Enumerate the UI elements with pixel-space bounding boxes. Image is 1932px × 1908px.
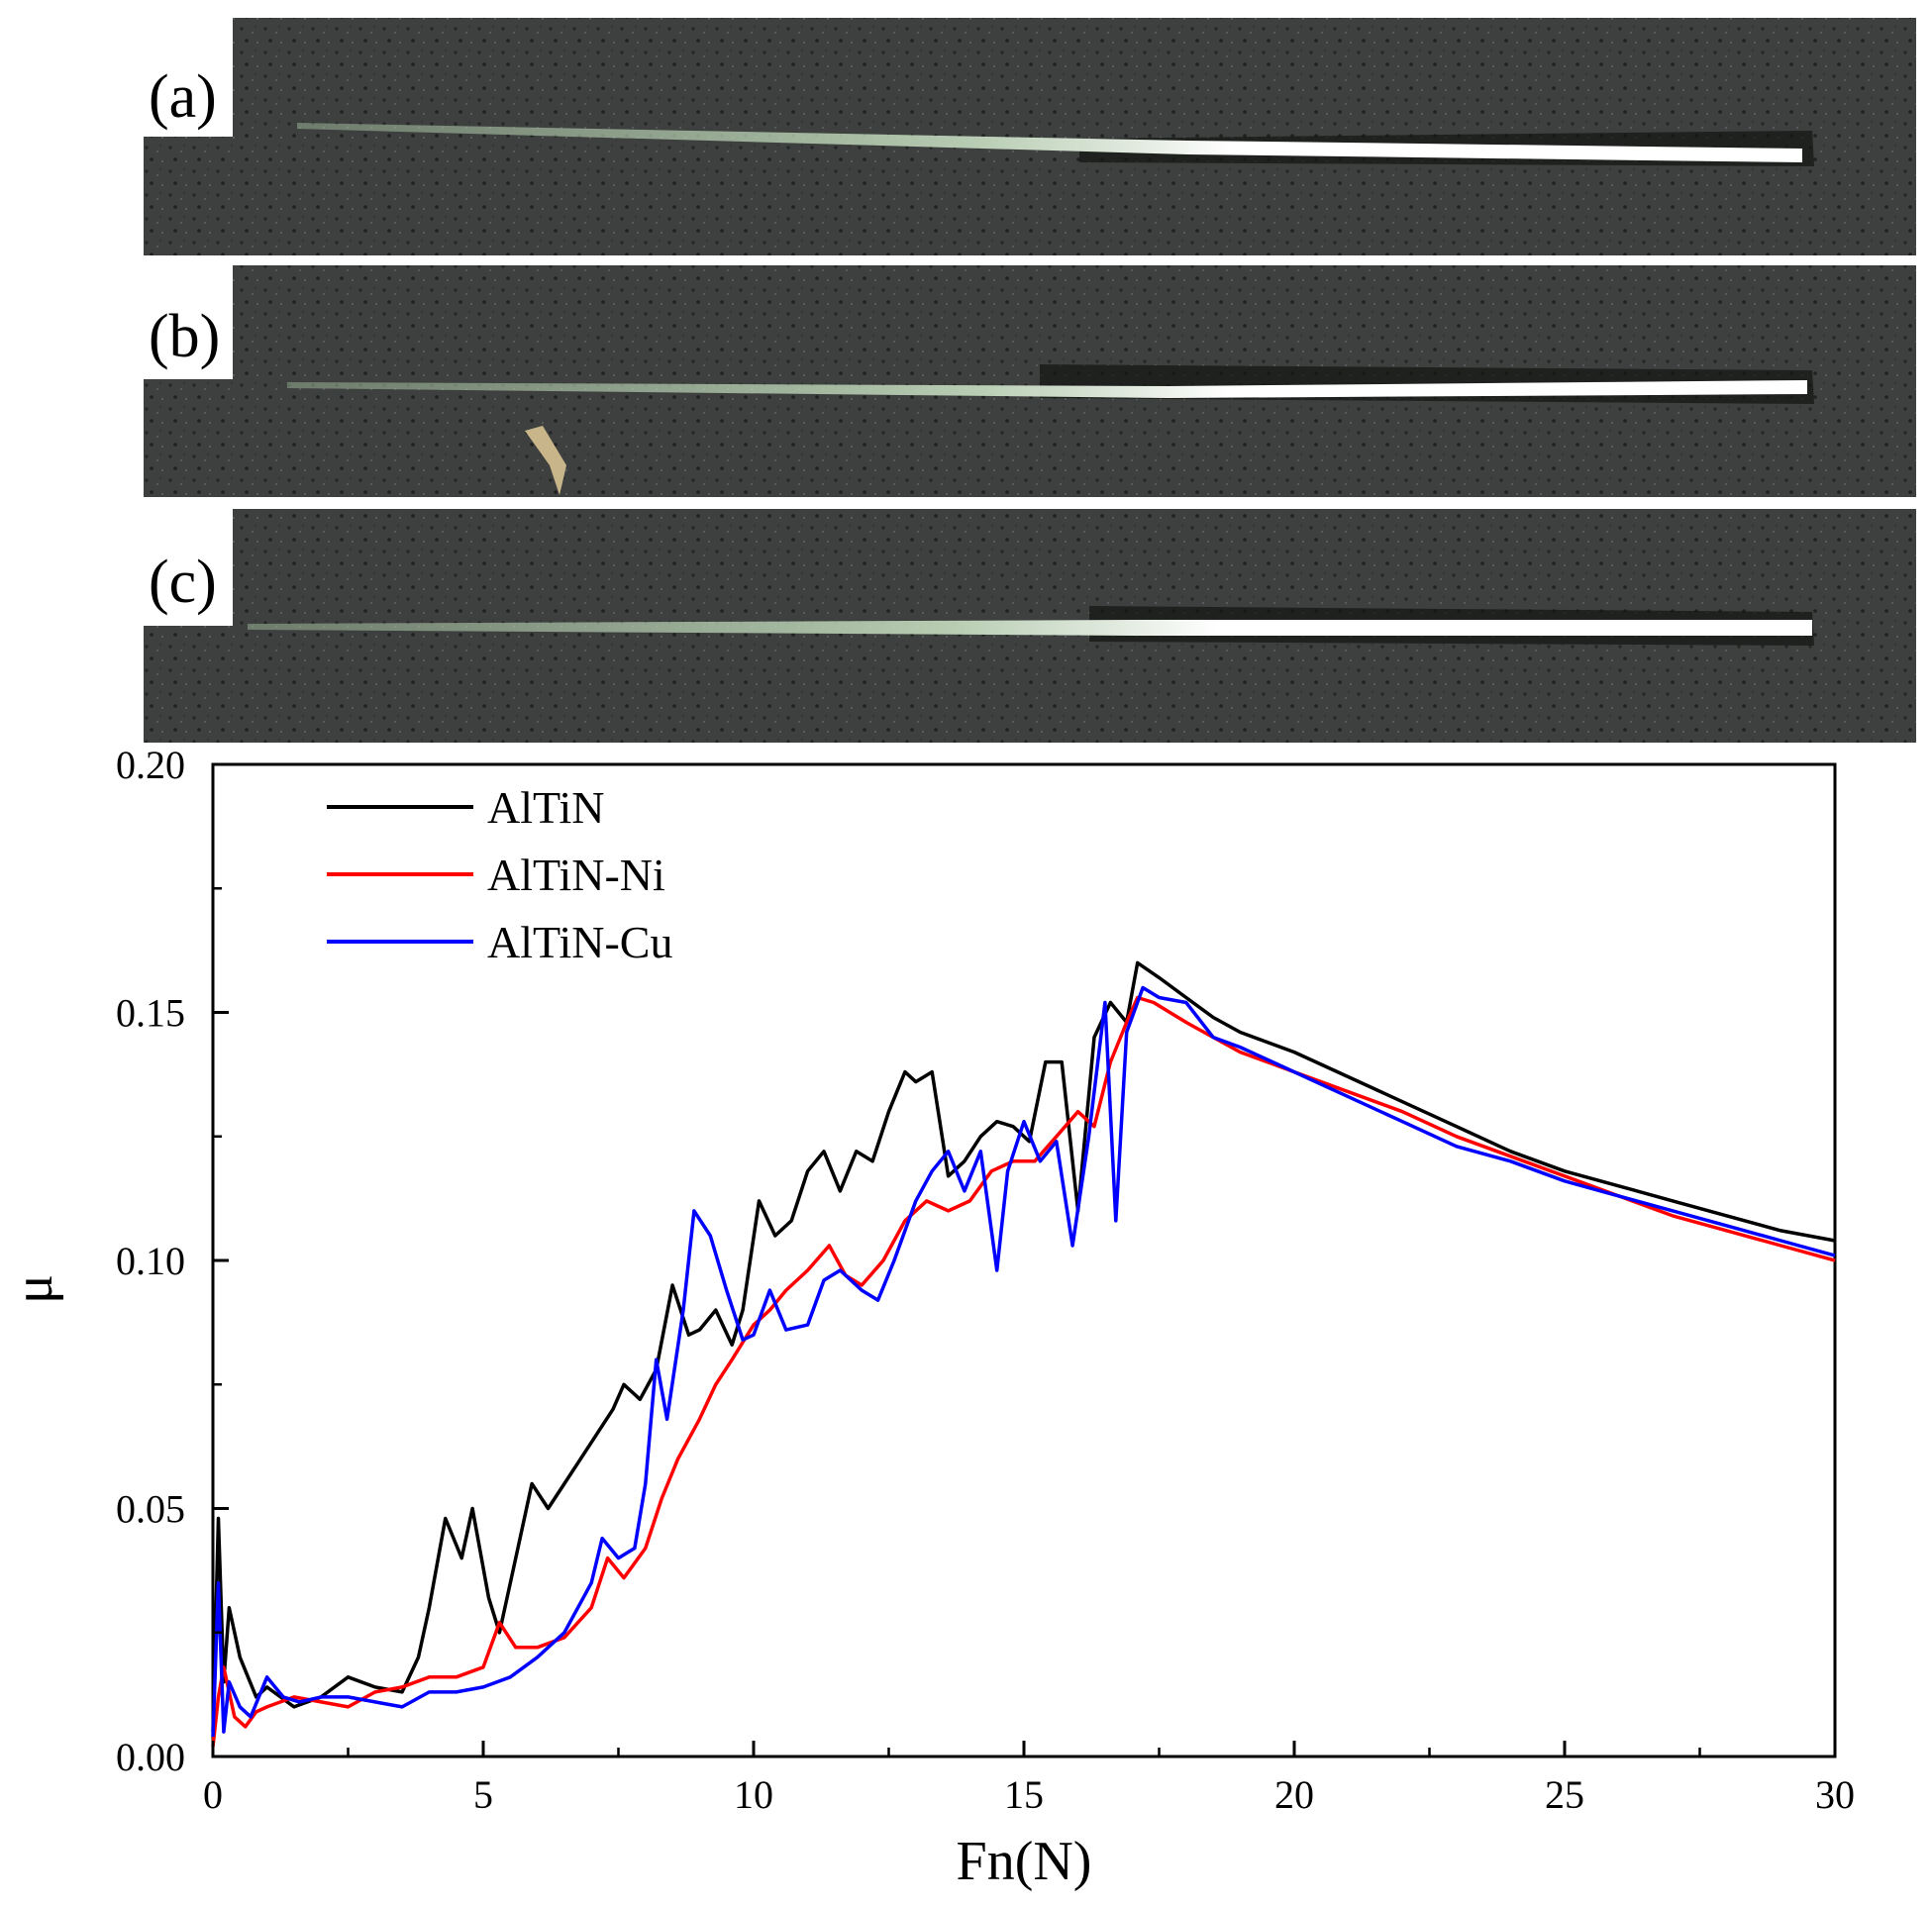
micrograph-panel-c: (c) <box>144 509 1916 743</box>
friction-chart: 0 5 10 15 20 25 30 0.00 0.05 0.10 0.15 0.20 Fn(N) μ… <box>3 743 1855 1892</box>
x-axis-title: Fn(N) <box>957 1831 1092 1892</box>
x-tick-label-25: 25 <box>1545 1772 1584 1817</box>
y-tick-label-0.05: 0.05 <box>116 1487 185 1532</box>
panel-label-b: (b) <box>149 303 220 370</box>
y-tick-label-0.15: 0.15 <box>116 991 185 1036</box>
legend: AlTiN AlTiN-Ni AlTiN-Cu <box>327 782 672 967</box>
panel-label-c: (c) <box>149 549 217 616</box>
x-tick-label-10: 10 <box>734 1772 773 1817</box>
y-tick-label-0.20: 0.20 <box>116 743 185 787</box>
series-line-altin-cu <box>211 985 1836 1738</box>
legend-label-altin-ni: AlTiN-Ni <box>487 850 665 900</box>
y-tick-label-0.00: 0.00 <box>116 1735 185 1779</box>
x-tick-label-20: 20 <box>1274 1772 1314 1817</box>
x-tick-label-30: 30 <box>1815 1772 1855 1817</box>
y-tick-label-0.10: 0.10 <box>116 1239 185 1283</box>
series-line-altin <box>211 960 1836 1733</box>
legend-label-altin: AlTiN <box>487 782 604 833</box>
tick-layer: 0 5 10 15 20 25 30 0.00 0.05 0.10 0.15 0.20 <box>116 743 1855 1817</box>
x-tick-label-5: 5 <box>473 1772 493 1817</box>
micrograph-panel-b: (b) <box>144 265 1916 497</box>
x-tick-label-15: 15 <box>1004 1772 1044 1817</box>
plot-frame <box>211 762 1837 1758</box>
x-tick-label-0: 0 <box>203 1772 223 1817</box>
y-axis-title: μ <box>3 1274 64 1304</box>
micrograph-panel-a: (a) <box>144 18 1916 255</box>
series-layer <box>211 960 1836 1748</box>
series-line-altin-ni <box>211 995 1836 1748</box>
panel-label-a: (a) <box>149 63 217 131</box>
legend-label-altin-cu: AlTiN-Cu <box>487 917 672 967</box>
